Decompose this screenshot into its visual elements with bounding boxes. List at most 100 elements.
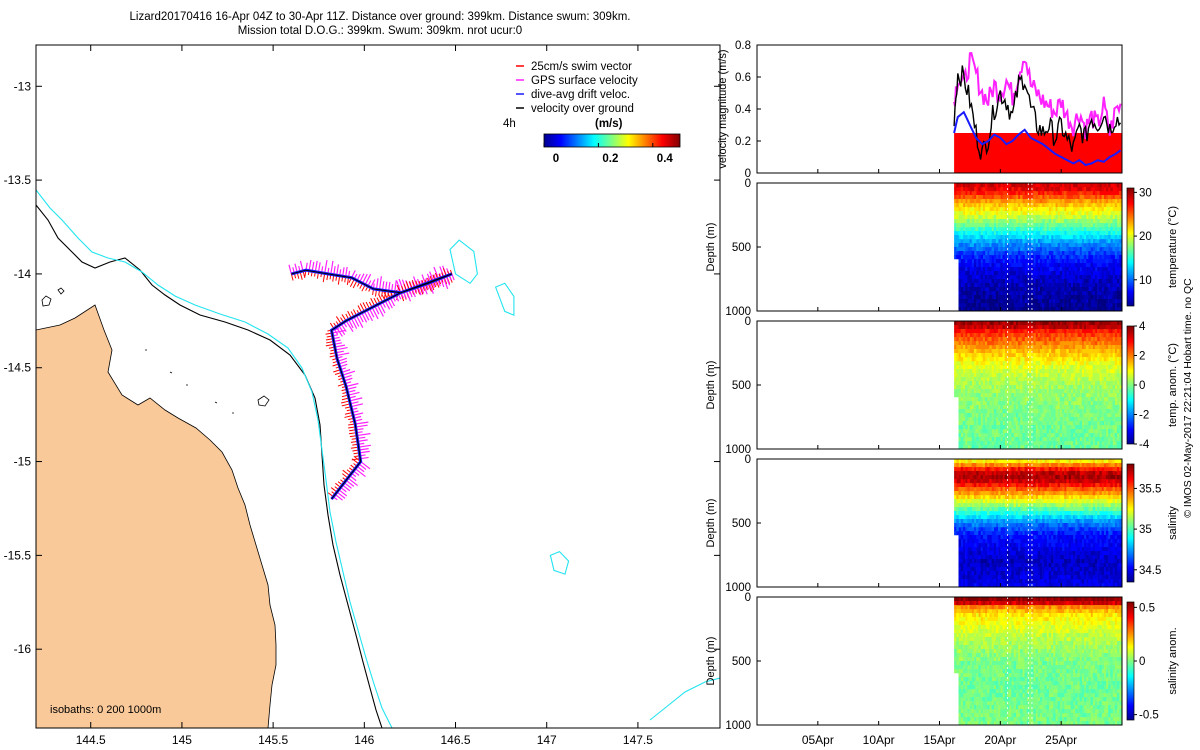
section-color-cells (958, 597, 1122, 602)
velocity-ylabel: velocity magnitude (m/s) (717, 49, 729, 168)
section-color-cells (954, 641, 1122, 725)
section-colorbar (1126, 187, 1135, 307)
section-color-cells (958, 345, 1120, 362)
section-color-cells (954, 365, 1122, 410)
gps-velocity-vector (348, 319, 354, 329)
section-colorbar-tick-label: 20 (1139, 231, 1152, 243)
section-ytick-label: 1000 (725, 306, 751, 318)
section-color-cells (954, 333, 1122, 346)
section-plot-area (954, 183, 1122, 311)
map-xtick-label: 146.5 (441, 733, 471, 747)
section-colorbar (1126, 325, 1135, 445)
section-color-cells (956, 471, 1122, 484)
map-colorbar-tick-label: 0 (553, 153, 559, 165)
time-xtick-label: 05Apr (802, 733, 834, 747)
gps-velocity-vector (342, 267, 345, 277)
section-color-cells (954, 527, 1122, 587)
gps-velocity-vector (356, 433, 371, 437)
gps-velocity-vector (336, 264, 340, 276)
section-colorbar-tick-label: -4 (1139, 439, 1150, 451)
time-xtick-label: 15Apr (923, 733, 955, 747)
gps-velocity-vector (388, 281, 391, 292)
ground-velocity-series (953, 65, 1122, 160)
gps-velocity-vector (324, 260, 328, 274)
swim-vector (290, 273, 294, 281)
section-color-cells (956, 613, 1122, 634)
section-plot-area (954, 597, 1122, 725)
section-colorbar-tick-label: -2 (1139, 410, 1149, 422)
section-color-cells (956, 199, 1122, 208)
gps-velocity-vector (387, 299, 393, 309)
map-xtick-label: 147.5 (623, 733, 653, 747)
section-ylabel: Depth (m) (705, 361, 717, 410)
section-color-cells (958, 183, 1113, 192)
temp-anom-panel: 0 500 1000 Depth (m) 4 2 0 -2 -4 temp. anom. (°C) (705, 316, 1179, 456)
section-color-cells (956, 515, 1122, 520)
map-ytick-label: -14 (14, 267, 32, 281)
figure-title: Lizard20170416 16-Apr 04Z to 30-Apr 11Z.… (0, 10, 760, 38)
reef-outline (549, 550, 570, 575)
map-ytick-label: -13.5 (4, 173, 32, 187)
title-line-2: Mission total D.O.G.: 399km. Swum: 309km… (237, 25, 523, 37)
legend-drift: dive-avg drift veloc. (531, 89, 630, 101)
map-xtick-label: 146 (354, 733, 374, 747)
section-color-cells (954, 467, 1115, 488)
gps-velocity-vector (358, 313, 364, 323)
coastal-islets (41, 287, 270, 414)
isobath-1000m (36, 189, 393, 728)
gps-velocity-vector (334, 344, 346, 348)
section-color-cells (954, 467, 1122, 492)
gps-velocity-vector (371, 307, 379, 320)
time-x-axis: 05Apr 10Apr 15Apr 20Apr 25Apr (802, 733, 1077, 747)
section-color-cells (954, 247, 1122, 260)
gps-velocity-vector (336, 491, 346, 499)
section-ytick-label: 1000 (725, 444, 751, 456)
sal-anom-panel: 0 500 1000 Depth (m) 0.5 0 -0.5 salinity anom. (705, 592, 1179, 732)
salinity-panel: 0 500 1000 Depth (m) 35.5 35 34.5 salinity (705, 454, 1179, 594)
section-color-cells (954, 211, 1122, 224)
gps-velocity-vector (338, 325, 346, 336)
section-colorbar-label: temp. anom. (°C) (1167, 343, 1179, 427)
gps-velocity-vector (294, 263, 298, 273)
gps-velocity-vector (347, 477, 359, 487)
gps-velocity-vector (359, 273, 365, 283)
gps-velocity-vector (343, 482, 352, 489)
velocity-ytick-label: 0.4 (735, 104, 752, 116)
section-color-cells (958, 393, 1122, 449)
section-color-cells (956, 215, 1122, 224)
section-color-cells (954, 463, 1122, 496)
map-x-axis: 144.5 145 145.5 146 146.5 147 147.5 (76, 45, 653, 747)
landmass (36, 304, 277, 728)
time-xtick-label: 10Apr (863, 733, 895, 747)
gps-velocity-vector (366, 309, 373, 322)
gps-velocity-vector (361, 273, 368, 284)
section-color-cells (954, 649, 1122, 725)
section-ytick-label: 1000 (725, 582, 751, 594)
gps-velocity-vector (346, 386, 357, 390)
section-color-cells (971, 445, 975, 449)
section-colorbar-tick-label: -0.5 (1139, 710, 1159, 722)
section-color-cells (958, 661, 1122, 725)
gps-velocity-vector (350, 317, 358, 329)
velocity-y-axis: 0 0.2 0.4 0.6 0.8 (735, 40, 1062, 180)
map-colorbar-label: (m/s) (595, 118, 623, 130)
section-colorbar-tick-label: 35.5 (1139, 483, 1161, 495)
section-color-cells (960, 467, 1122, 488)
section-colorbar-tick-label: 2 (1139, 351, 1145, 363)
section-color-cells (954, 609, 1122, 622)
gps-velocity-vector (334, 493, 343, 501)
gps-velocity-vector (442, 276, 449, 290)
gps-velocity-vector (358, 444, 371, 448)
section-colorbar-tick-label: 30 (1139, 187, 1152, 199)
velocity-ytick-label: 0.2 (735, 136, 751, 148)
section-colorbar-tick-label: 0 (1139, 656, 1145, 668)
section-color-cells (960, 321, 1122, 330)
gps-velocity-vector (336, 352, 350, 357)
gps-velocity-vector (352, 412, 364, 416)
section-color-cells (954, 191, 1122, 200)
section-colorbar-tick-label: 0 (1139, 380, 1145, 392)
glider-track (288, 259, 455, 501)
section-colorbar-label: salinity anom. (1167, 627, 1179, 694)
gps-velocity-vector (288, 264, 292, 275)
